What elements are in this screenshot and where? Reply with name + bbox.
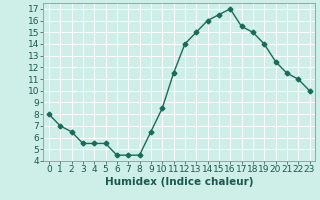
X-axis label: Humidex (Indice chaleur): Humidex (Indice chaleur) bbox=[105, 177, 253, 187]
